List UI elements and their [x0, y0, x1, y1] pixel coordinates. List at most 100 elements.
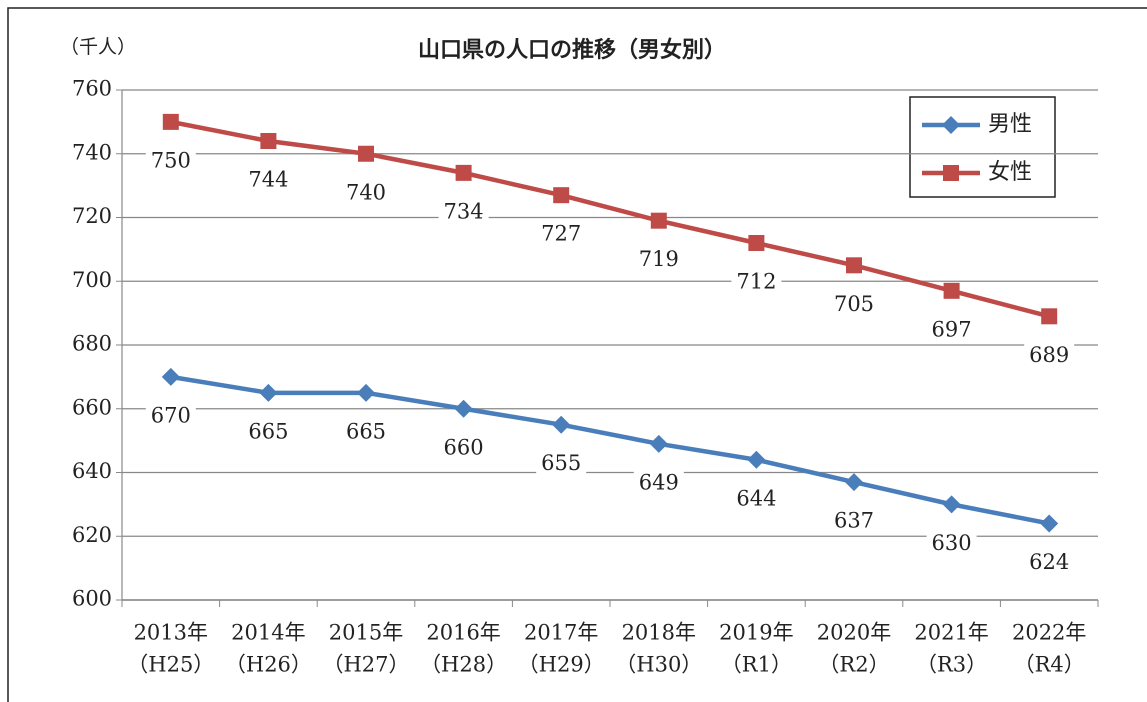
- x-tick-label: 2018年: [622, 621, 696, 645]
- data-label-bg: [438, 198, 489, 225]
- data-label: 660: [444, 435, 484, 459]
- marker: [748, 235, 765, 251]
- x-tick-label: （H26）: [225, 653, 312, 677]
- y-tick-label: 600: [72, 587, 112, 611]
- data-label: 719: [639, 247, 679, 271]
- data-label-bg: [145, 402, 196, 429]
- legend: [909, 96, 1056, 198]
- marker: [455, 164, 472, 181]
- data-label: 705: [834, 292, 874, 316]
- data-label-bg: [536, 221, 587, 248]
- x-tick-label: 2021年: [914, 621, 988, 645]
- marker: [1040, 514, 1059, 533]
- y-tick-label: 620: [72, 523, 112, 547]
- marker: [259, 383, 278, 402]
- data-label: 670: [151, 403, 191, 427]
- x-tick-label: （H30）: [615, 653, 702, 677]
- marker: [943, 165, 959, 181]
- data-label-bg: [633, 246, 684, 273]
- data-label-bg: [633, 469, 684, 496]
- marker: [747, 450, 766, 469]
- y-tick-label: 720: [72, 204, 112, 228]
- data-label-bg: [438, 434, 489, 461]
- data-label: 697: [932, 317, 972, 341]
- marker: [357, 383, 375, 402]
- x-tick-label: （H25）: [127, 653, 214, 677]
- x-tick-label: （H28）: [420, 653, 507, 677]
- x-tick-label: 2016年: [426, 621, 500, 645]
- data-label: 644: [736, 486, 776, 510]
- data-label: 637: [834, 509, 874, 533]
- x-tick-label: （R2）: [818, 653, 889, 677]
- data-label-bg: [536, 450, 587, 477]
- data-label-bg: [341, 418, 391, 445]
- marker: [650, 212, 667, 229]
- data-label: 740: [346, 180, 386, 204]
- data-label: 649: [639, 470, 679, 494]
- marker: [942, 495, 961, 514]
- marker: [358, 145, 374, 162]
- data-label: 665: [346, 419, 386, 443]
- marker: [260, 133, 277, 149]
- y-tick-label: 680: [72, 332, 112, 356]
- legend-label: 女性: [988, 160, 1032, 185]
- marker: [552, 415, 571, 434]
- marker: [943, 282, 960, 299]
- data-label: 665: [248, 419, 288, 443]
- data-label-bg: [341, 179, 391, 206]
- y-tick-label: 740: [72, 140, 112, 164]
- line: [170, 119, 1050, 319]
- x-tick-label: 2017年: [524, 621, 598, 645]
- x-tick-label: 2015年: [329, 621, 403, 645]
- y-tick-label: 660: [72, 395, 112, 419]
- data-label-bg: [243, 418, 294, 445]
- marker: [845, 473, 863, 492]
- x-tick-label: 2020年: [817, 621, 891, 645]
- marker: [1041, 308, 1058, 325]
- data-label: 630: [932, 531, 972, 555]
- x-tick-label: （R4）: [1014, 653, 1085, 677]
- y-tick-label: 700: [72, 268, 112, 292]
- data-label-bg: [731, 269, 782, 295]
- x-tick-label: 2022年: [1012, 621, 1086, 645]
- data-label-bg: [243, 167, 294, 193]
- line: [170, 374, 1050, 526]
- legend-label: 男性: [988, 112, 1032, 137]
- marker: [553, 187, 570, 204]
- x-tick-label: 2014年: [231, 621, 305, 645]
- x-tick-label: （H27）: [322, 653, 409, 677]
- data-label-bg: [829, 508, 879, 535]
- x-tick-label: 2013年: [134, 621, 208, 645]
- marker: [161, 367, 180, 386]
- x-tick-label: （R1）: [721, 653, 792, 677]
- y-tick-label: 640: [72, 459, 112, 483]
- data-label: 624: [1029, 550, 1069, 574]
- x-tick-label: （R3）: [916, 653, 987, 677]
- data-label: 744: [248, 168, 288, 192]
- data-label: 727: [541, 222, 581, 246]
- marker: [454, 399, 473, 418]
- x-tick-label: （H29）: [518, 653, 605, 677]
- data-label-bg: [829, 291, 879, 318]
- marker: [942, 116, 960, 134]
- data-label: 750: [151, 148, 191, 172]
- data-label-bg: [1024, 549, 1075, 576]
- data-label: 712: [736, 270, 776, 294]
- data-label-bg: [926, 530, 977, 557]
- marker: [162, 113, 179, 130]
- data-label-bg: [926, 316, 977, 343]
- frame: [7, 7, 1147, 702]
- data-label: 689: [1029, 343, 1069, 367]
- y-axis-label: （千人）: [60, 36, 136, 58]
- data-label-bg: [145, 147, 196, 174]
- marker: [846, 257, 862, 274]
- marker: [649, 434, 668, 453]
- data-label-bg: [731, 485, 782, 512]
- data-label-bg: [1024, 342, 1075, 369]
- data-label: 655: [541, 451, 581, 475]
- chart-title: 山口県の人口の推移（男女別）: [418, 37, 726, 63]
- y-tick-label: 760: [72, 77, 112, 101]
- data-label: 734: [444, 199, 484, 223]
- x-tick-label: 2019年: [719, 621, 793, 645]
